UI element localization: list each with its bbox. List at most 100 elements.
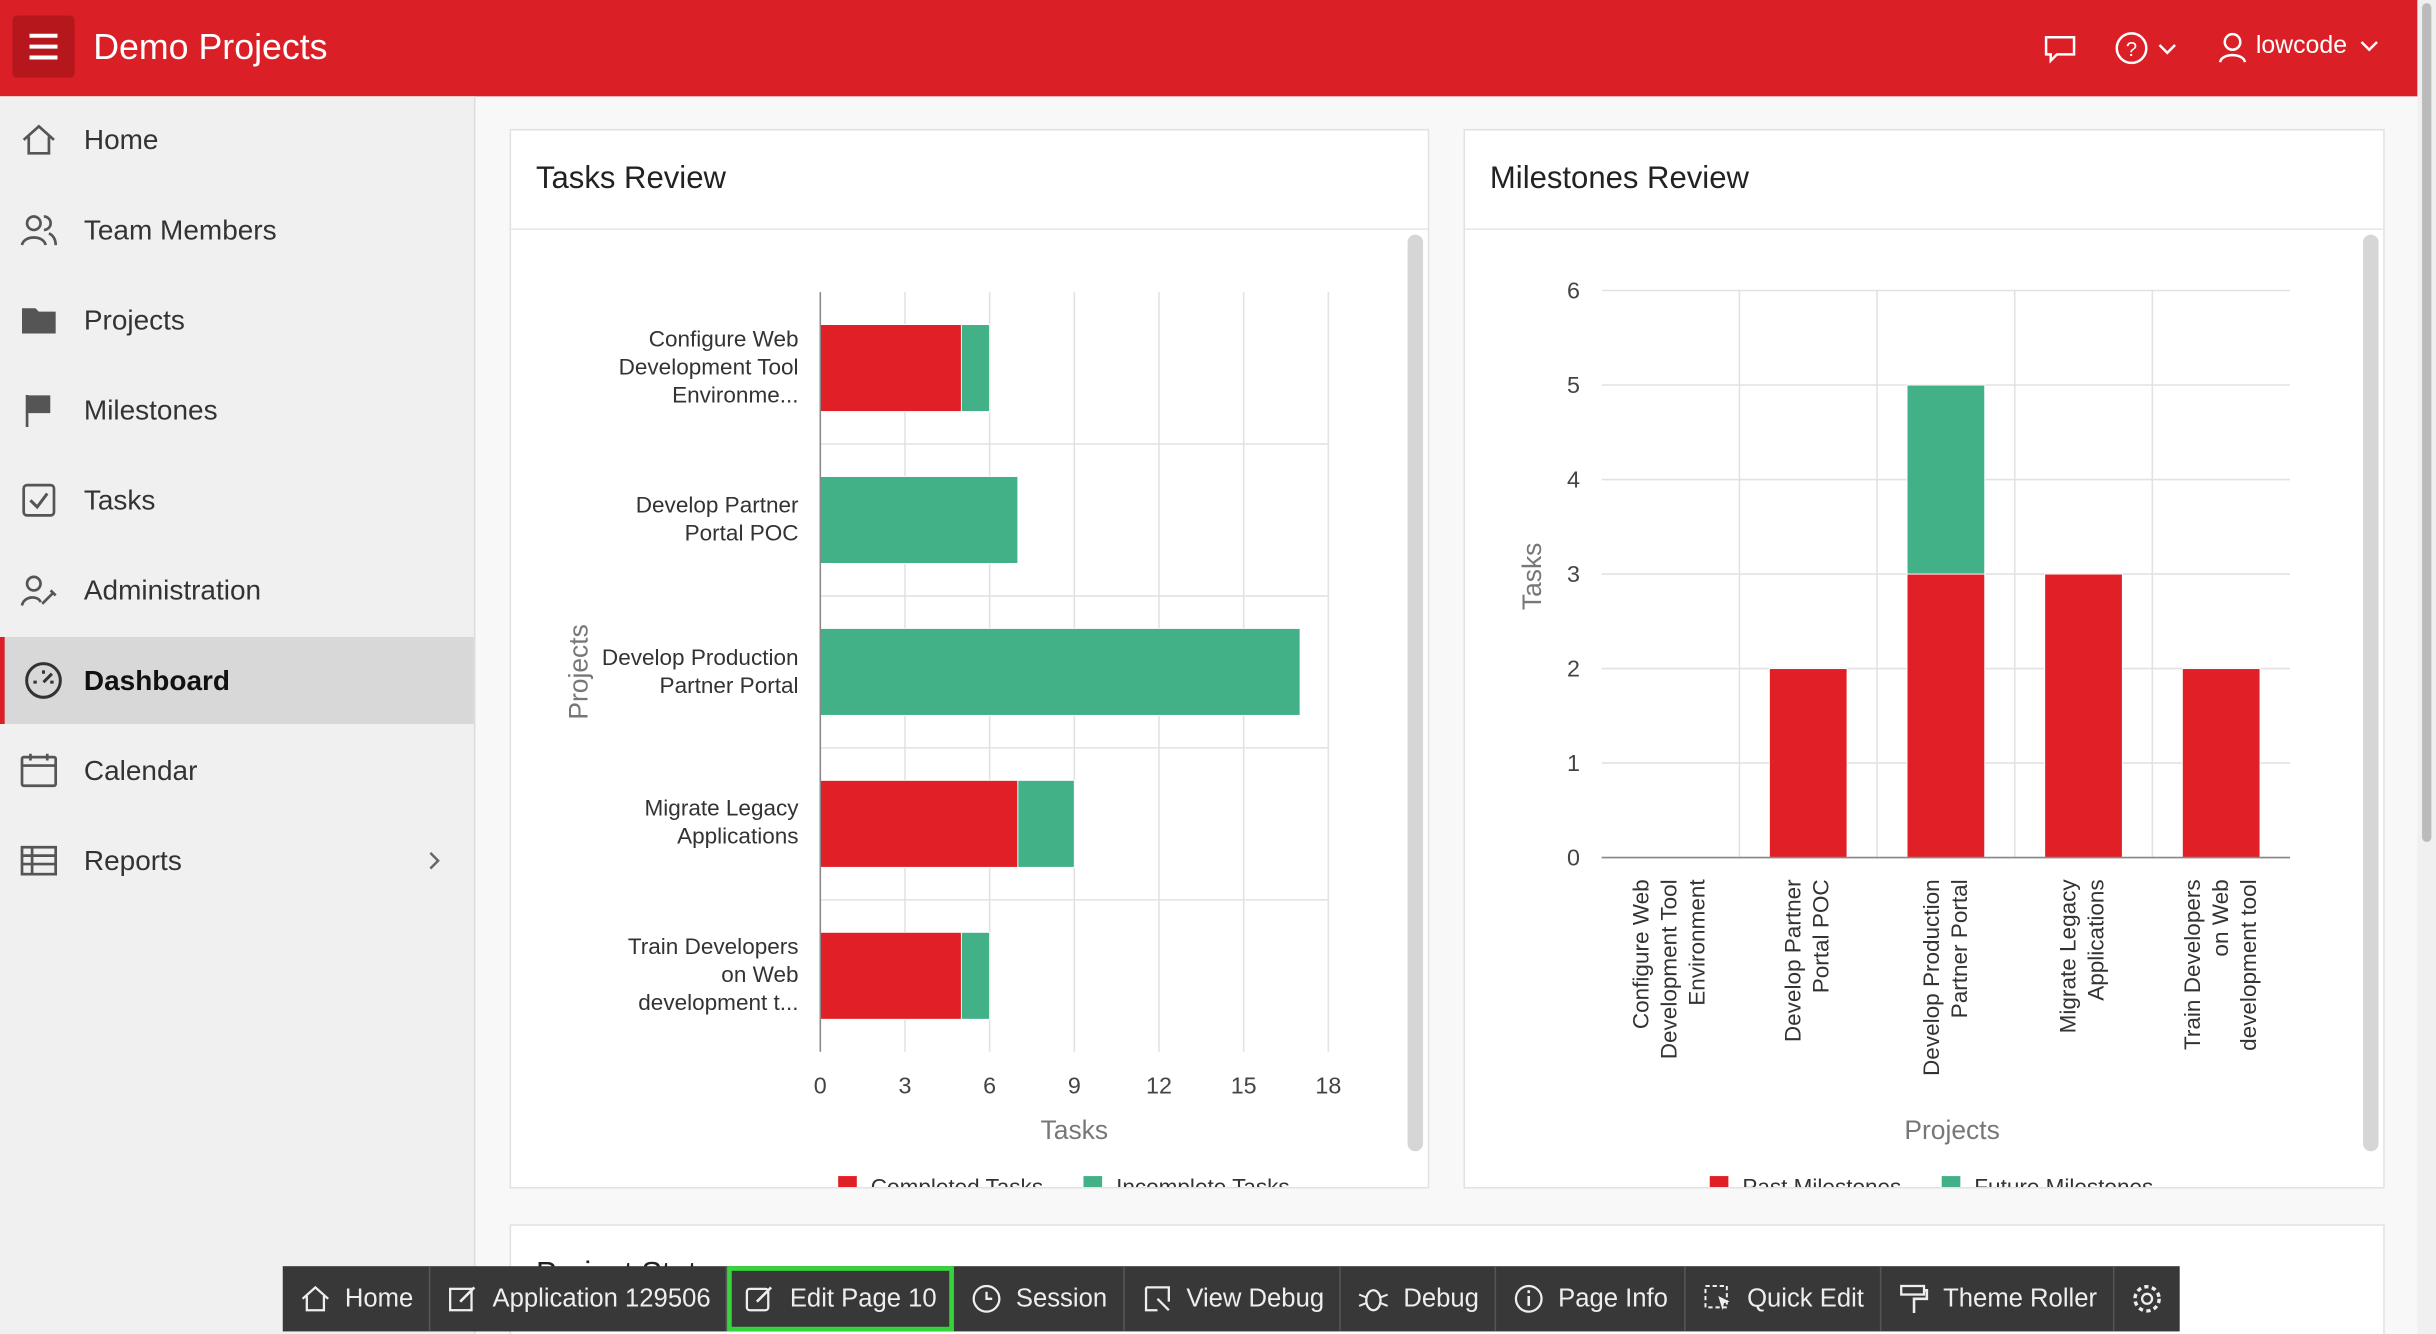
chart-card: Milestones Review 0 1 2 3 4 5 6 Projects Tasks Pas… (1463, 128, 2385, 1189)
bar (819, 627, 1301, 716)
y-tick-label: 3 (1567, 561, 1580, 587)
x-tick-label: 6 (983, 1073, 996, 1099)
bar (819, 476, 1019, 564)
page-scrollbar (2417, 0, 2436, 1334)
scroll-thumb (2422, 3, 2432, 843)
nav-label: Administration (83, 574, 262, 606)
x-tick-label: Migrate Legacy Applications (2057, 879, 2110, 1034)
settings-button[interactable] (2114, 1266, 2179, 1331)
nav-label: Dashboard (83, 664, 230, 696)
toolbar-icon (1899, 1284, 1928, 1314)
nav-item[interactable]: Team Members (0, 186, 474, 273)
nav-item[interactable]: Milestones (0, 367, 474, 454)
legend-swatch (1083, 1176, 1103, 1187)
gear-icon (2132, 1284, 2161, 1313)
menu-button[interactable] (12, 15, 75, 78)
chart-title: Milestones Review (1489, 161, 1749, 196)
toolbar-label: Edit Page 10 (789, 1284, 937, 1313)
nav-icon (25, 395, 51, 427)
toolbar-label: Home (344, 1284, 414, 1313)
side-nav: Home Team Members Projects Milestones Tasks A… (0, 96, 476, 1334)
toolbar-icon (746, 1286, 773, 1312)
y-tick-label: 2 (1567, 655, 1580, 681)
toolbar-icon (1703, 1284, 1729, 1311)
chevron (429, 852, 440, 870)
toolbar-button[interactable]: Quick Edit (1685, 1266, 1881, 1332)
y-tick-label: Train Developers on Web development t... (627, 935, 799, 1017)
toolbar-button[interactable]: Edit Page 10 (727, 1266, 954, 1332)
toolbar-icon (1514, 1284, 1543, 1313)
card-scrollbar (2363, 234, 2379, 1152)
nav-item[interactable]: Tasks (0, 457, 474, 544)
nav-item[interactable]: Reports (0, 817, 474, 904)
dev-toolbar: Home Application 129506 Edit Page 10 Sessio… (282, 1266, 2180, 1332)
x-tick-label: Develop Production Partner Portal (1919, 879, 1973, 1076)
nav-item[interactable]: Calendar (0, 727, 474, 814)
feedback-icon[interactable] (2041, 30, 2078, 67)
legend-label: Future Milestones (1974, 1175, 2153, 1189)
nav-icon (22, 483, 56, 517)
legend-swatch (838, 1176, 857, 1187)
bar (960, 931, 991, 1020)
nav-icon (20, 845, 58, 876)
toolbar-button[interactable]: Home (283, 1266, 431, 1332)
toolbar-button[interactable]: Theme Roller (1881, 1266, 2115, 1332)
bar (1906, 384, 1986, 575)
x-axis-label: Tasks (1041, 1115, 1109, 1145)
toolbar-button[interactable]: Debug (1341, 1266, 1496, 1332)
bar (1906, 573, 1986, 859)
nav-item[interactable]: Dashboard (0, 636, 474, 724)
nav-icon (22, 308, 56, 334)
toolbar-label: Theme Roller (1943, 1284, 2098, 1313)
chart-card: Tasks Review 0 3 6 9 12 15 18 Tasks Projects Compl… (509, 128, 1430, 1189)
x-tick-label: 18 (1315, 1073, 1341, 1099)
nav-label: Milestones (83, 393, 218, 425)
y-tick-label: Migrate Legacy Applications (644, 797, 799, 851)
user-menu[interactable]: lowcode (2255, 32, 2348, 60)
bar (1768, 668, 1848, 859)
nav-icon (20, 753, 58, 788)
y-tick-label: 1 (1567, 750, 1580, 776)
nav-label: Tasks (83, 483, 156, 516)
nav-label: Projects (83, 303, 185, 335)
nav-item[interactable]: Administration (0, 547, 474, 634)
y-axis-label: Projects (563, 624, 593, 719)
chart: 0 1 2 3 4 5 6 Projects Tasks Past Milestones Futur… (1517, 277, 2291, 1189)
toolbar-label: Page Info (1558, 1284, 1668, 1313)
toolbar-button[interactable]: Application 129506 (430, 1266, 728, 1332)
toolbar-button[interactable]: Session (954, 1266, 1125, 1332)
nav-icon (20, 575, 57, 606)
user-caret (2360, 41, 2378, 52)
app-title: Demo Projects (93, 26, 328, 67)
legend-swatch (1941, 1176, 1961, 1187)
legend-label: Incomplete Tasks (1116, 1175, 1290, 1189)
nav-item[interactable]: Projects (0, 277, 474, 364)
x-tick-label: 0 (814, 1073, 827, 1099)
help-icon[interactable]: ? (2113, 30, 2181, 67)
legend-label: Past Milestones (1742, 1175, 1901, 1189)
y-tick-label: Develop Partner Portal POC (635, 493, 799, 547)
x-tick-label: Train Developers on Web development tool (2180, 879, 2262, 1051)
nav-label: Home (83, 123, 159, 155)
nav-icon (20, 215, 58, 246)
nav-icon (25, 662, 62, 699)
y-tick-label: 5 (1567, 372, 1580, 398)
chart-title: Tasks Review (535, 161, 726, 196)
x-axis-label: Projects (1904, 1115, 1999, 1145)
y-tick-label: 0 (1567, 844, 1580, 870)
x-tick-label: 3 (898, 1073, 911, 1099)
toolbar-label: Session (1015, 1284, 1108, 1313)
card-divider (1465, 228, 2384, 230)
legend-swatch (1709, 1176, 1729, 1187)
nav-label: Team Members (83, 213, 277, 245)
card-divider (511, 228, 1428, 230)
toolbar-button[interactable]: View Debug (1124, 1266, 1342, 1332)
legend-label: Completed Tasks (871, 1175, 1043, 1189)
toolbar-label: Quick Edit (1747, 1284, 1864, 1313)
bar (2044, 573, 2123, 859)
toolbar-label: Application 129506 (492, 1284, 711, 1313)
nav-item[interactable]: Home (0, 96, 474, 183)
toolbar-button[interactable]: Page Info (1496, 1266, 1685, 1332)
nav-icon (22, 124, 55, 155)
